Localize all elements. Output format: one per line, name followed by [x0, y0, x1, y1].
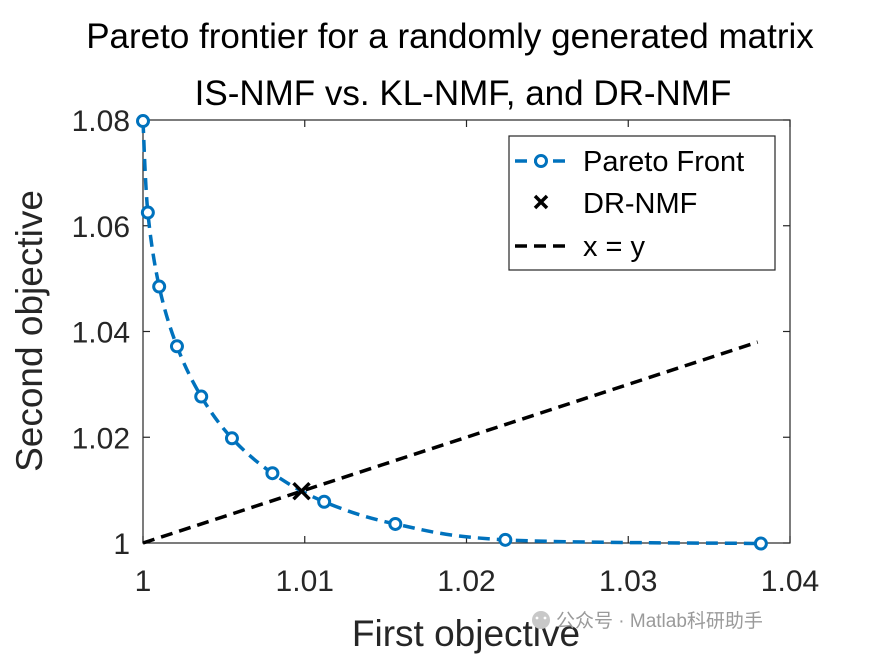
- legend-item-x-eq-y: x = y: [515, 231, 646, 263]
- legend-pareto-marker: [534, 154, 548, 168]
- legend-dr-nmf-marker: [533, 194, 549, 210]
- pareto-point: [169, 339, 184, 354]
- x-tick-label: 1: [135, 565, 152, 598]
- x-tick-label: 1.02: [437, 565, 495, 598]
- legend-label-x-eq-y: x = y: [583, 231, 646, 263]
- pareto-point: [498, 532, 513, 547]
- legend-item-dr-nmf: DR-NMF: [533, 188, 697, 220]
- series-layer: [136, 114, 768, 551]
- legend-label-pareto: Pareto Front: [583, 146, 744, 178]
- x-tick-label: 1.03: [599, 565, 657, 598]
- legend-item-pareto-front: Pareto Front: [515, 146, 744, 178]
- pareto-point: [152, 279, 167, 294]
- y-tick-label: 1.04: [72, 317, 130, 350]
- x-tick-label: 1.04: [761, 565, 819, 598]
- pareto-point: [753, 536, 768, 551]
- pareto-point: [317, 494, 332, 509]
- legend: Pareto Front DR-NMF x = y: [508, 135, 776, 271]
- y-tick-label: 1.02: [72, 422, 130, 455]
- pareto-point: [136, 114, 150, 129]
- y-axis-label: Second objective: [9, 190, 50, 472]
- wechat-icon-eye-left: [535, 616, 539, 620]
- dr-nmf-point: [292, 481, 311, 501]
- y-tick-label: 1.08: [72, 105, 130, 138]
- axis-ticks: 1 1.01 1.02 1.03 1.04 1 1.02 1.04 1.06 1.08: [72, 105, 820, 598]
- watermark: 公众号 · Matlab科研助手: [532, 610, 763, 632]
- pareto-point: [140, 205, 155, 220]
- pareto-point: [388, 516, 403, 531]
- pareto-point: [224, 431, 239, 446]
- legend-label-dr-nmf: DR-NMF: [583, 188, 697, 220]
- y-tick-label: 1: [113, 528, 130, 561]
- pareto-point: [194, 389, 209, 404]
- wechat-icon-eye-right: [543, 616, 547, 620]
- y-tick-label: 1.06: [72, 211, 130, 244]
- x-tick-label: 1.01: [276, 565, 334, 598]
- chart-subtitle: IS-NMF vs. KL-NMF, and DR-NMF: [195, 74, 732, 113]
- wechat-icon: [532, 611, 550, 629]
- series-line-x-eq-y: [142, 340, 759, 545]
- chart-title: Pareto frontier for a randomly generated…: [86, 17, 814, 56]
- watermark-text: 公众号 · Matlab科研助手: [556, 610, 763, 632]
- pareto-point: [265, 466, 280, 481]
